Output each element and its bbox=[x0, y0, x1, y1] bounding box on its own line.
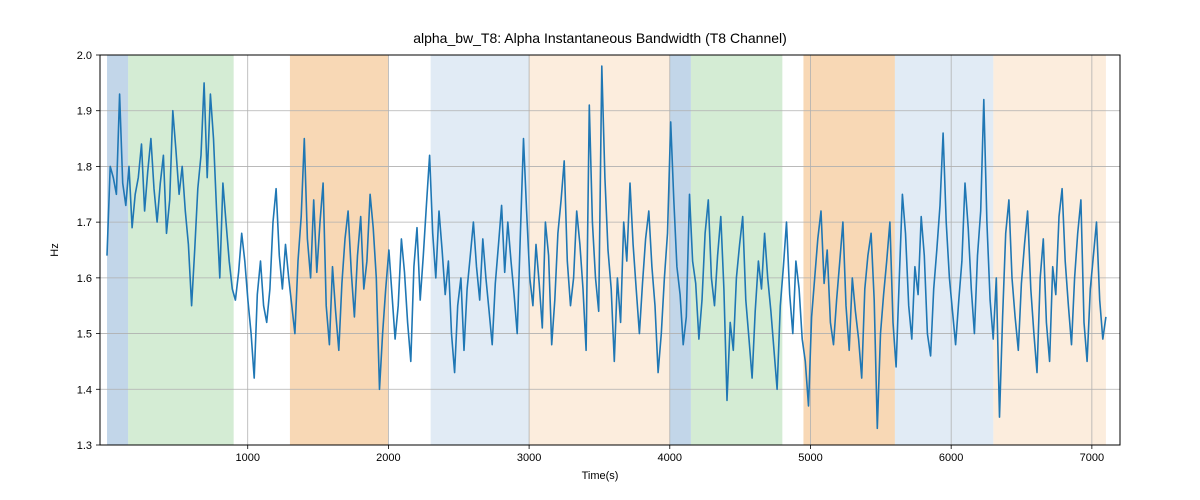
xtick-label: 5000 bbox=[798, 452, 822, 464]
chart: alpha_bw_T8: Alpha Instantaneous Bandwid… bbox=[0, 0, 1200, 500]
ytick-label: 1.7 bbox=[77, 217, 92, 229]
shaded-region bbox=[431, 55, 529, 445]
ytick-label: 2.0 bbox=[77, 50, 92, 62]
ytick-label: 1.6 bbox=[77, 273, 92, 285]
ytick-label: 1.5 bbox=[77, 329, 92, 341]
shaded-region bbox=[107, 55, 128, 445]
ytick-label: 1.9 bbox=[77, 106, 92, 118]
xtick-label: 3000 bbox=[517, 452, 541, 464]
xtick-label: 4000 bbox=[658, 452, 682, 464]
ytick-label: 1.8 bbox=[77, 161, 92, 173]
ytick-label: 1.4 bbox=[77, 384, 92, 396]
xtick-label: 6000 bbox=[939, 452, 963, 464]
xtick-label: 7000 bbox=[1080, 452, 1104, 464]
ytick-label: 1.3 bbox=[77, 440, 92, 452]
xtick-label: 1000 bbox=[235, 452, 259, 464]
xtick-label: 2000 bbox=[376, 452, 400, 464]
shaded-region bbox=[290, 55, 388, 445]
plot-svg: 1000 2000 3000 4000 5000 6000 7000 1.3 1.4 1.5 1.6… bbox=[0, 0, 1200, 500]
